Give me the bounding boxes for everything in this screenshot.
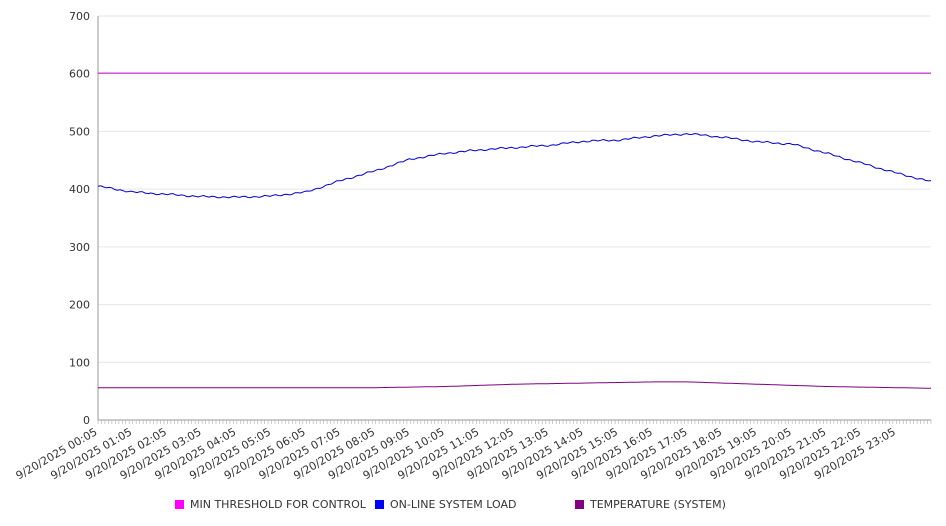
legend-swatch-system-load <box>375 500 384 509</box>
y-tick-label: 100 <box>69 356 90 369</box>
legend-label-system-load: ON-LINE SYSTEM LOAD <box>390 498 517 511</box>
legend-item-min-threshold: MIN THRESHOLD FOR CONTROL <box>175 498 366 511</box>
y-tick-label: 400 <box>69 183 90 196</box>
grid-lines <box>98 15 931 421</box>
legend-swatch-min-threshold <box>175 500 184 509</box>
legend-label-min-threshold: MIN THRESHOLD FOR CONTROL <box>190 498 366 511</box>
y-tick-label: 500 <box>69 125 90 138</box>
y-tick-label: 600 <box>69 68 90 81</box>
legend-item-temperature: TEMPERATURE (SYSTEM) <box>575 498 726 511</box>
y-tick-label: 300 <box>69 241 90 254</box>
legend-label-temperature: TEMPERATURE (SYSTEM) <box>590 498 726 511</box>
legend-item-system-load: ON-LINE SYSTEM LOAD <box>375 498 516 511</box>
series-line-1 <box>97 132 932 199</box>
series-lines <box>97 72 932 389</box>
y-tick-labels: 0 100 200 300 400 500 600 700 <box>69 10 90 427</box>
legend: MIN THRESHOLD FOR CONTROL ON-LINE SYSTEM… <box>0 498 946 514</box>
y-tick-label: 0 <box>83 414 90 427</box>
x-tick-labels: 9/20/2025 00:059/20/2025 01:059/20/2025 … <box>14 425 898 482</box>
y-tick-label: 700 <box>69 10 90 23</box>
axes <box>97 16 932 424</box>
y-tick-label: 200 <box>69 299 90 312</box>
legend-swatch-temperature <box>575 500 584 509</box>
series-line-2 <box>98 381 932 389</box>
